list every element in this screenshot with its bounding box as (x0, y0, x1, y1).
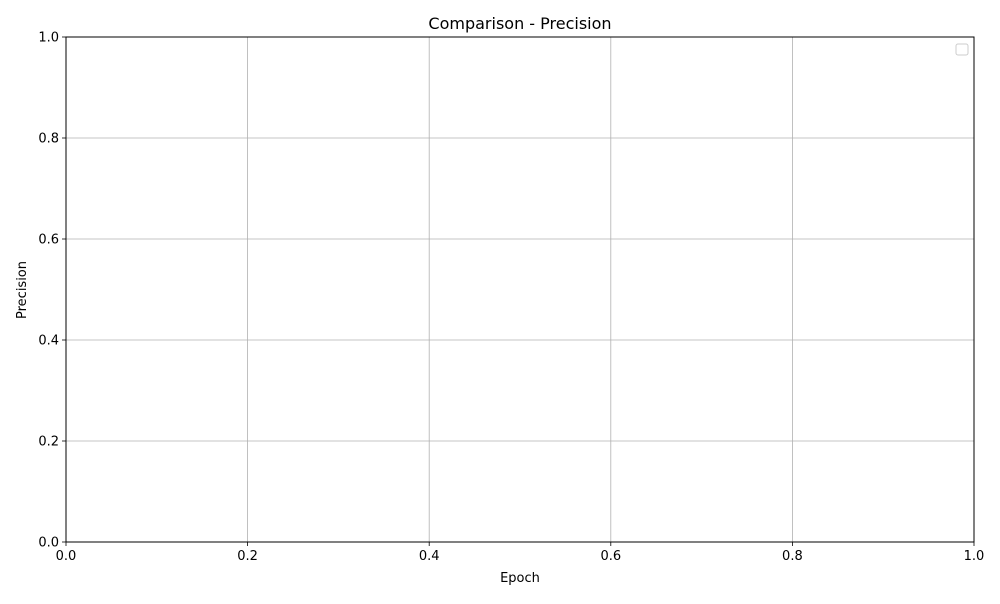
legend-box (955, 43, 969, 56)
x-axis-ticks: 0.0 0.2 0.4 0.6 0.8 1.0 (56, 542, 985, 564)
x-tick-label: 1.0 (964, 549, 985, 564)
x-tick-label: 0.6 (600, 549, 621, 564)
y-axis-label: Precision (15, 261, 30, 319)
plot-background (66, 37, 974, 542)
x-tick-label: 0.0 (56, 549, 77, 564)
x-tick-label: 0.2 (237, 549, 258, 564)
plot-frame (65, 36, 975, 543)
y-tick-label: 0.2 (38, 435, 59, 450)
legend (955, 43, 969, 56)
x-tick-label: 0.4 (419, 549, 440, 564)
x-tick-label: 0.8 (782, 549, 803, 564)
chart-title: Comparison - Precision (428, 14, 611, 33)
plot-area (65, 36, 975, 543)
y-axis-ticks: 0.0 0.2 0.4 0.6 0.8 1.0 (38, 31, 66, 551)
y-tick-label: 0.8 (38, 132, 59, 147)
y-tick-label: 0.4 (38, 334, 59, 349)
x-axis-label: Epoch (500, 571, 540, 586)
y-tick-label: 0.6 (38, 233, 59, 248)
y-tick-label: 1.0 (38, 31, 59, 46)
y-tick-label: 0.0 (38, 536, 59, 551)
